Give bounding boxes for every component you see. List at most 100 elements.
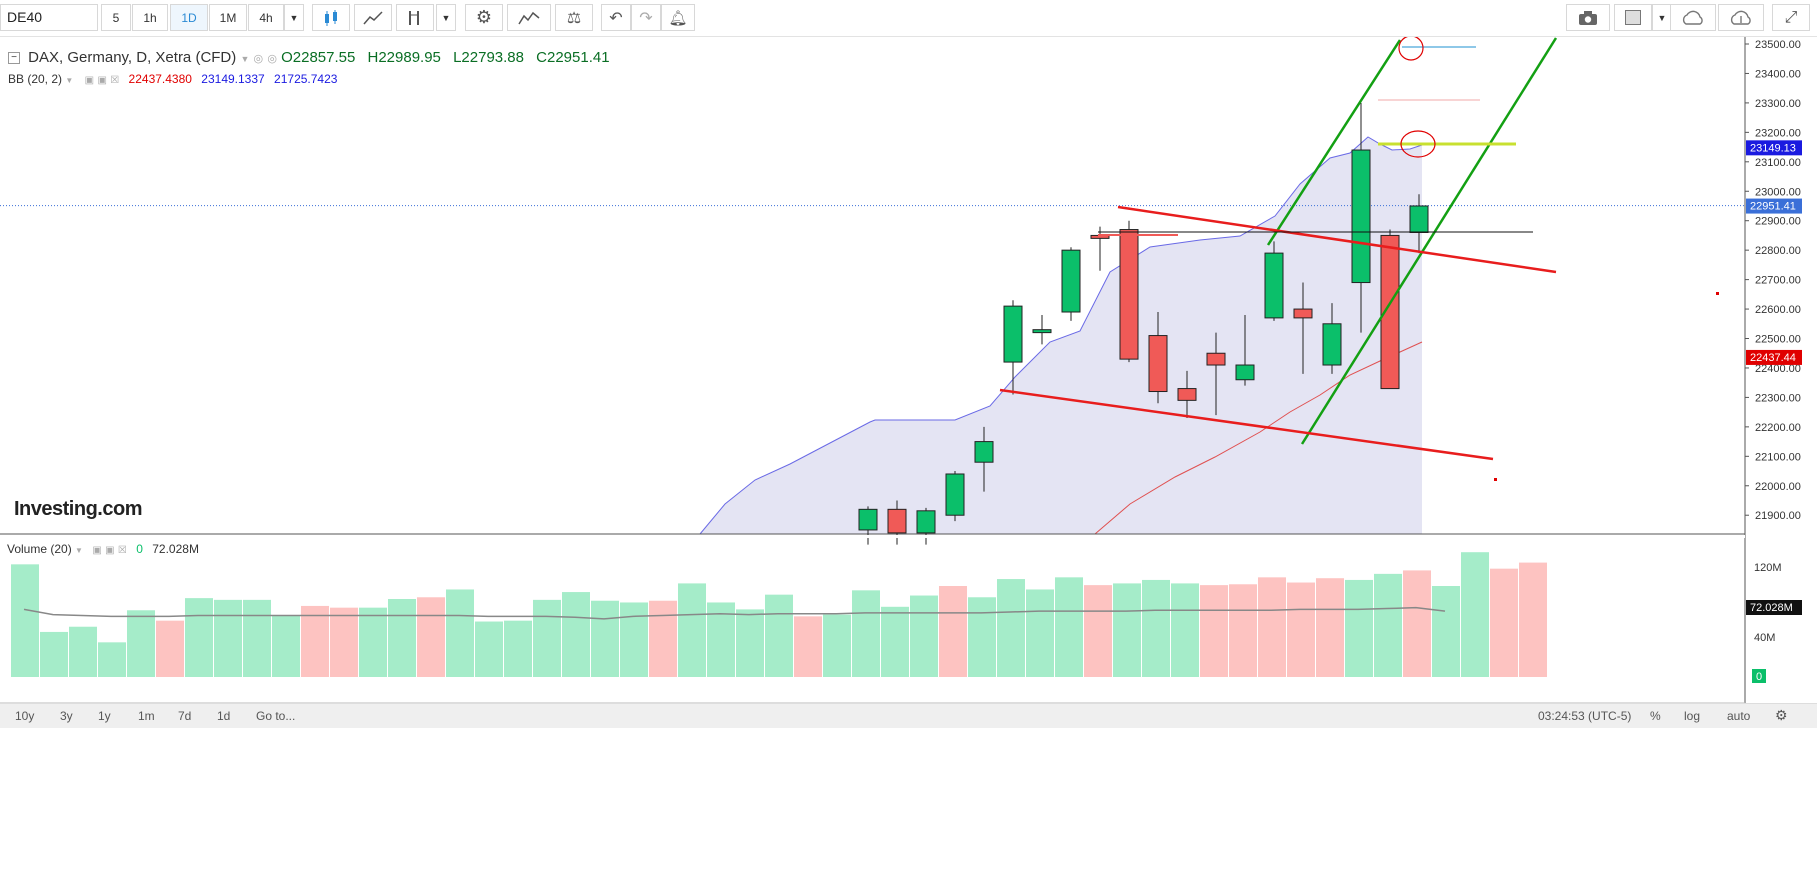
drawing-tools-button[interactable] <box>396 4 434 31</box>
line-chart-button[interactable] <box>354 4 392 31</box>
volume-bar <box>1316 578 1344 677</box>
goto-button[interactable]: Go to... <box>256 709 296 723</box>
interval-1d-button[interactable]: 1D <box>170 4 208 31</box>
gear-icon: ⚙ <box>475 7 493 27</box>
cloud-load-icon <box>1682 10 1703 25</box>
price-axis-label: 23400.00 <box>1755 68 1801 80</box>
cloud-load-button[interactable] <box>1670 4 1716 31</box>
candle-body <box>1177 388 1197 401</box>
volume-bar <box>794 616 822 677</box>
cloud-save-button[interactable] <box>1718 4 1764 31</box>
range-7d-button[interactable]: 7d <box>178 709 192 723</box>
volume-bar <box>881 606 909 677</box>
volume-bar <box>562 592 590 677</box>
collapse-icon[interactable]: − <box>8 52 20 65</box>
range-1m-button[interactable]: 1m <box>138 709 155 723</box>
price-axis[interactable]: 23500.00 23400.00 23300.00 23200.00 23100.00… <box>1745 39 1802 683</box>
candle-body <box>1351 149 1371 284</box>
candlestick-type-button[interactable] <box>312 4 350 31</box>
volume-bar <box>765 594 793 677</box>
volume-close-icon[interactable]: ☒ <box>117 545 127 556</box>
volume-bar <box>1287 582 1315 677</box>
volume-ma-line <box>23 606 1446 620</box>
bb-label: BB (20, 2) <box>8 72 63 86</box>
trend-line-green-lower[interactable] <box>1300 37 1558 445</box>
layout-dropdown-button[interactable]: ▼ <box>1652 4 1672 31</box>
fullscreen-button[interactable]: ⤢ <box>1772 4 1810 31</box>
alert-button[interactable]: 🔔︎ <box>661 4 695 31</box>
pane-mask <box>0 535 1745 538</box>
eye-icon[interactable]: ◎ <box>253 53 264 65</box>
bb-dropdown-icon[interactable]: ▼ <box>65 76 74 85</box>
gear-icon[interactable]: ⚙ <box>1775 707 1788 723</box>
trend-drawings[interactable] <box>999 37 1719 481</box>
screenshot-button[interactable] <box>1566 4 1610 31</box>
highlight-circle-mid[interactable] <box>1400 130 1436 158</box>
bb-lower-tag-bg <box>1746 349 1802 365</box>
legend-dropdown-icon[interactable]: ▼ <box>240 54 250 64</box>
symbol-search-input[interactable]: DE40 <box>0 4 98 31</box>
percent-toggle[interactable]: % <box>1650 709 1661 723</box>
bollinger-upper-line <box>699 136 1423 535</box>
interval-1h-button[interactable]: 1h <box>132 4 168 31</box>
indicators-button[interactable] <box>507 4 551 31</box>
trend-line-red-upper[interactable] <box>1117 205 1557 274</box>
range-1d-button[interactable]: 1d <box>217 709 231 723</box>
volume-eye-icon[interactable]: ▣ <box>92 545 102 556</box>
chart-canvas[interactable]: 23500.00 23400.00 23300.00 23200.00 23100.00… <box>0 37 1817 705</box>
volume-bar <box>417 597 445 677</box>
bb-eye-icon[interactable]: ▣ <box>84 75 95 86</box>
compare-button[interactable]: ⚖ <box>555 4 593 31</box>
trend-line-red-lower[interactable] <box>999 388 1494 461</box>
top-toolbar: DE40 5 1h 1D 1M 4h ▼ ▼ ⚙ ⚖ ↶ ↷ 🔔︎ ▼ <box>0 0 1817 37</box>
volume-bar <box>330 607 358 677</box>
log-toggle[interactable]: log <box>1684 709 1701 723</box>
volume-bar <box>40 631 68 677</box>
volume-settings-icon[interactable]: ▣ <box>105 545 115 556</box>
range-3y-button[interactable]: 3y <box>60 709 73 723</box>
volume-bar <box>185 598 213 677</box>
close-price-tag-bg <box>1746 198 1802 214</box>
bb-settings-icon[interactable]: ▣ <box>97 75 107 86</box>
candle-body <box>1293 308 1313 319</box>
redo-icon: ↷ <box>639 9 653 27</box>
interval-1m-button[interactable]: 1M <box>209 4 247 31</box>
redo-button[interactable]: ↷ <box>631 4 661 31</box>
volume-legend: Volume (20) ▼ ▣ ▣ ☒ 0 72.028M <box>7 542 199 556</box>
drawing-dropdown-button[interactable]: ▼ <box>436 4 456 31</box>
interval-dropdown-button[interactable]: ▼ <box>284 4 304 31</box>
auto-toggle[interactable]: auto <box>1727 709 1751 723</box>
compare-icon: ⚖ <box>566 9 582 27</box>
bb-lower-value: 22437.4380 <box>128 72 192 86</box>
trend-line-green-upper[interactable] <box>1266 39 1402 246</box>
settings-button[interactable]: ⚙ <box>465 4 503 31</box>
open-value: O22857.55 <box>281 49 356 66</box>
volume-bar <box>98 642 126 677</box>
range-10y-button[interactable]: 10y <box>15 709 35 723</box>
volume-bar <box>1490 568 1518 677</box>
volume-bar <box>1461 552 1489 677</box>
undo-button[interactable]: ↶ <box>601 4 631 31</box>
interval-4h-button[interactable]: 4h <box>248 4 284 31</box>
layout-button[interactable] <box>1614 4 1652 31</box>
investing-logo: Investing.com <box>14 498 142 521</box>
settings-small-icon[interactable]: ◎ <box>267 53 277 65</box>
volume-bar <box>910 595 938 677</box>
candle-body <box>1148 335 1168 393</box>
highlight-circle-top[interactable] <box>1398 37 1424 61</box>
volume-bar <box>504 620 532 677</box>
volume-bar <box>736 609 764 677</box>
bb-close-icon[interactable]: ☒ <box>110 75 120 86</box>
volume-zero-value: 0 <box>136 542 143 556</box>
price-axis-label: 23100.00 <box>1755 157 1801 169</box>
bb-upper-tag: 23149.13 <box>1750 142 1796 154</box>
volume-dropdown-icon[interactable]: ▼ <box>75 546 83 555</box>
candle-body <box>974 441 994 463</box>
indicators-icon <box>518 11 540 24</box>
volume-label: Volume (20) <box>7 542 72 556</box>
interval-5m-button[interactable]: 5 <box>101 4 131 31</box>
range-1y-button[interactable]: 1y <box>98 709 111 723</box>
price-axis-label: 23000.00 <box>1755 186 1801 198</box>
price-axis-label: 22600.00 <box>1755 304 1801 316</box>
